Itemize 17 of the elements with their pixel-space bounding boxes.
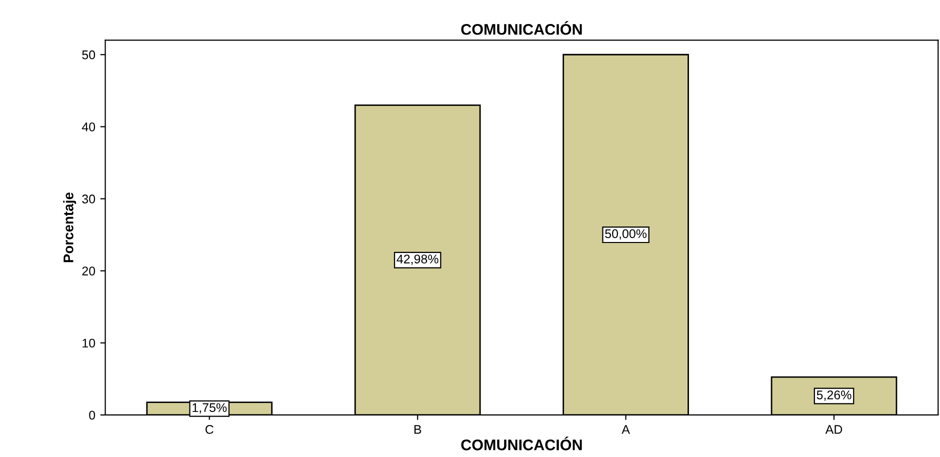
data-label: 5,26% — [816, 390, 852, 401]
y-tick-label: 10 — [82, 338, 96, 348]
x-tick-label: B — [414, 425, 422, 434]
data-label: 50,00% — [605, 229, 647, 240]
y-tick-label: 50 — [82, 50, 96, 60]
x-tick-label: C — [206, 425, 214, 434]
chart-title: COMUNICACIÓN — [461, 21, 582, 35]
x-tick-label: A — [622, 425, 630, 434]
x-axis-title: COMUNICACIÓN — [461, 436, 582, 450]
y-tick-label: 30 — [82, 194, 96, 204]
y-tick-label: 0 — [89, 410, 96, 420]
data-label: 1,75% — [192, 403, 227, 414]
data-label: 42,98% — [396, 254, 438, 265]
y-axis-title: Porcentaje — [63, 192, 76, 262]
y-tick-label: 20 — [82, 266, 96, 276]
x-tick-label: AD — [825, 425, 842, 434]
y-tick-label: 40 — [82, 122, 96, 132]
